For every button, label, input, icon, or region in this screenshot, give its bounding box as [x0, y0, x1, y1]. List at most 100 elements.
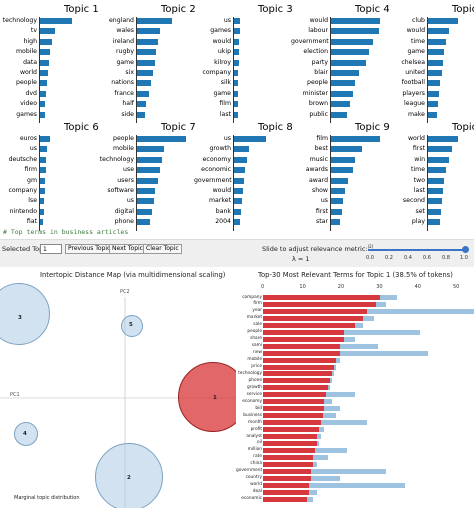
- topic-word-bar: [40, 156, 47, 163]
- topic-circle-4[interactable]: [14, 422, 38, 446]
- topic-word: ukip: [217, 48, 231, 56]
- slider-tick: 0.4: [404, 255, 412, 261]
- relevance-slider-thumb[interactable]: [462, 246, 469, 253]
- topic-word-bar: [137, 59, 155, 66]
- topic-panel-1: Topic 1 technology tv high mobile data world pe…: [0, 0, 99, 123]
- term-label[interactable]: firm: [253, 301, 262, 307]
- term-label[interactable]: bid: [255, 405, 262, 411]
- term-label[interactable]: government: [236, 468, 263, 474]
- term-label[interactable]: sami: [251, 343, 262, 349]
- topic-word-bar: [40, 198, 45, 205]
- selected-topic-input[interactable]: [40, 244, 62, 254]
- term-label[interactable]: year: [252, 308, 262, 314]
- topic-word-bar: [428, 177, 445, 184]
- term-label[interactable]: economy: [242, 398, 262, 404]
- topic-panel-title: Topic 9: [355, 122, 390, 133]
- topic-word-bar: [428, 90, 439, 97]
- topic-word: high: [23, 37, 38, 45]
- topic-word-bar: [234, 28, 240, 35]
- topic-word: would: [212, 37, 231, 45]
- term-label[interactable]: month: [248, 419, 262, 425]
- estimated-term-frequency-bar: [263, 322, 356, 328]
- topic-word-bar: [428, 111, 437, 118]
- term-label[interactable]: million: [247, 447, 262, 453]
- term-label[interactable]: china: [250, 461, 262, 467]
- topic-word: play: [411, 218, 425, 226]
- term-label[interactable]: country: [245, 475, 262, 481]
- slider-tick: 0.8: [442, 255, 450, 261]
- term-label[interactable]: world: [250, 482, 262, 488]
- topic-word: us: [223, 135, 231, 142]
- term-label[interactable]: economic: [241, 496, 262, 502]
- estimated-term-frequency-bar: [263, 475, 311, 481]
- overall-term-frequency-bar: [263, 482, 406, 488]
- term-label[interactable]: technology: [238, 370, 262, 376]
- topic-word-bar: [234, 49, 239, 56]
- term-label[interactable]: share: [250, 336, 262, 342]
- topic-word-bar: [331, 70, 360, 76]
- topic-word-bar: [234, 111, 238, 118]
- topic-word: award: [308, 176, 328, 184]
- topic-word: company: [8, 187, 37, 194]
- estimated-term-frequency-bar: [263, 392, 327, 398]
- term-label[interactable]: profit: [250, 426, 262, 432]
- topic-word: show: [312, 187, 328, 194]
- term-label[interactable]: service: [246, 391, 262, 397]
- topic-word: game: [407, 48, 425, 56]
- previous-topic-button[interactable]: Previous Topic: [65, 244, 114, 254]
- term-label[interactable]: company: [242, 294, 262, 300]
- term-label[interactable]: analyst: [246, 433, 262, 439]
- estimated-term-frequency-bar: [263, 343, 340, 349]
- pc1-axis-label: PC1: [10, 392, 20, 398]
- topic-circle-5[interactable]: [121, 315, 143, 337]
- term-label[interactable]: new: [253, 350, 262, 356]
- topic-word: software: [107, 187, 134, 194]
- term-label[interactable]: market: [246, 315, 262, 321]
- topic-word: economy: [202, 155, 231, 163]
- topic-word: us: [320, 197, 328, 205]
- topic-word: brown: [308, 100, 328, 108]
- topic-word: market: [209, 197, 231, 205]
- term-label[interactable]: oil: [256, 440, 262, 446]
- estimated-term-frequency-bar: [263, 406, 325, 412]
- term-label[interactable]: people: [247, 329, 262, 335]
- topic-word-bar: [40, 111, 46, 118]
- x-tick-label: 50: [453, 284, 460, 290]
- topic-word-bar: [234, 156, 247, 163]
- topic-word: people: [113, 135, 134, 142]
- topic-panel-2: Topic 2 england wales ireland rugby game six na…: [97, 0, 196, 123]
- topic-panel-8: Topic 8 us growth economy economic government…: [194, 118, 293, 232]
- estimated-term-frequency-bar: [263, 336, 344, 342]
- topic-word-bar: [137, 28, 160, 35]
- term-label[interactable]: business: [243, 412, 262, 418]
- topic-word: two: [413, 176, 425, 184]
- relevance-slider-track[interactable]: [368, 249, 466, 251]
- topic-word-bar: [137, 146, 164, 153]
- term-label[interactable]: mobile: [247, 357, 262, 363]
- next-topic-button[interactable]: Next Topic: [109, 244, 146, 254]
- term-label[interactable]: sale: [253, 322, 262, 328]
- topic-word-bar: [331, 219, 341, 226]
- term-label[interactable]: rate: [253, 454, 262, 460]
- topic-word-bar: [137, 90, 149, 97]
- topic-word-bar: [137, 18, 173, 24]
- estimated-term-frequency-bar: [263, 489, 310, 495]
- clear-topic-button[interactable]: Clear Topic: [143, 244, 182, 254]
- topic-panel-title: Topic 10: [452, 122, 474, 133]
- topic-word-bar: [234, 167, 246, 174]
- term-label[interactable]: price: [251, 364, 262, 369]
- term-label[interactable]: phone: [248, 377, 262, 383]
- topic-circle-1-selected[interactable]: [178, 362, 236, 432]
- topic-circle-2[interactable]: [95, 443, 163, 508]
- topic-word: film: [219, 100, 231, 108]
- term-label[interactable]: growth: [247, 384, 262, 390]
- topic-word: set: [415, 207, 425, 215]
- topic-word-bar: [137, 38, 158, 45]
- topic-word: use: [123, 166, 134, 174]
- topic-word-bar: [40, 70, 48, 76]
- term-label[interactable]: deal: [252, 489, 262, 495]
- overall-term-frequency-bar: [263, 350, 429, 356]
- topic-word: blair: [314, 69, 328, 76]
- topic-word-bar: [40, 136, 50, 142]
- selected-topic-label: Selected Topic:: [2, 245, 51, 253]
